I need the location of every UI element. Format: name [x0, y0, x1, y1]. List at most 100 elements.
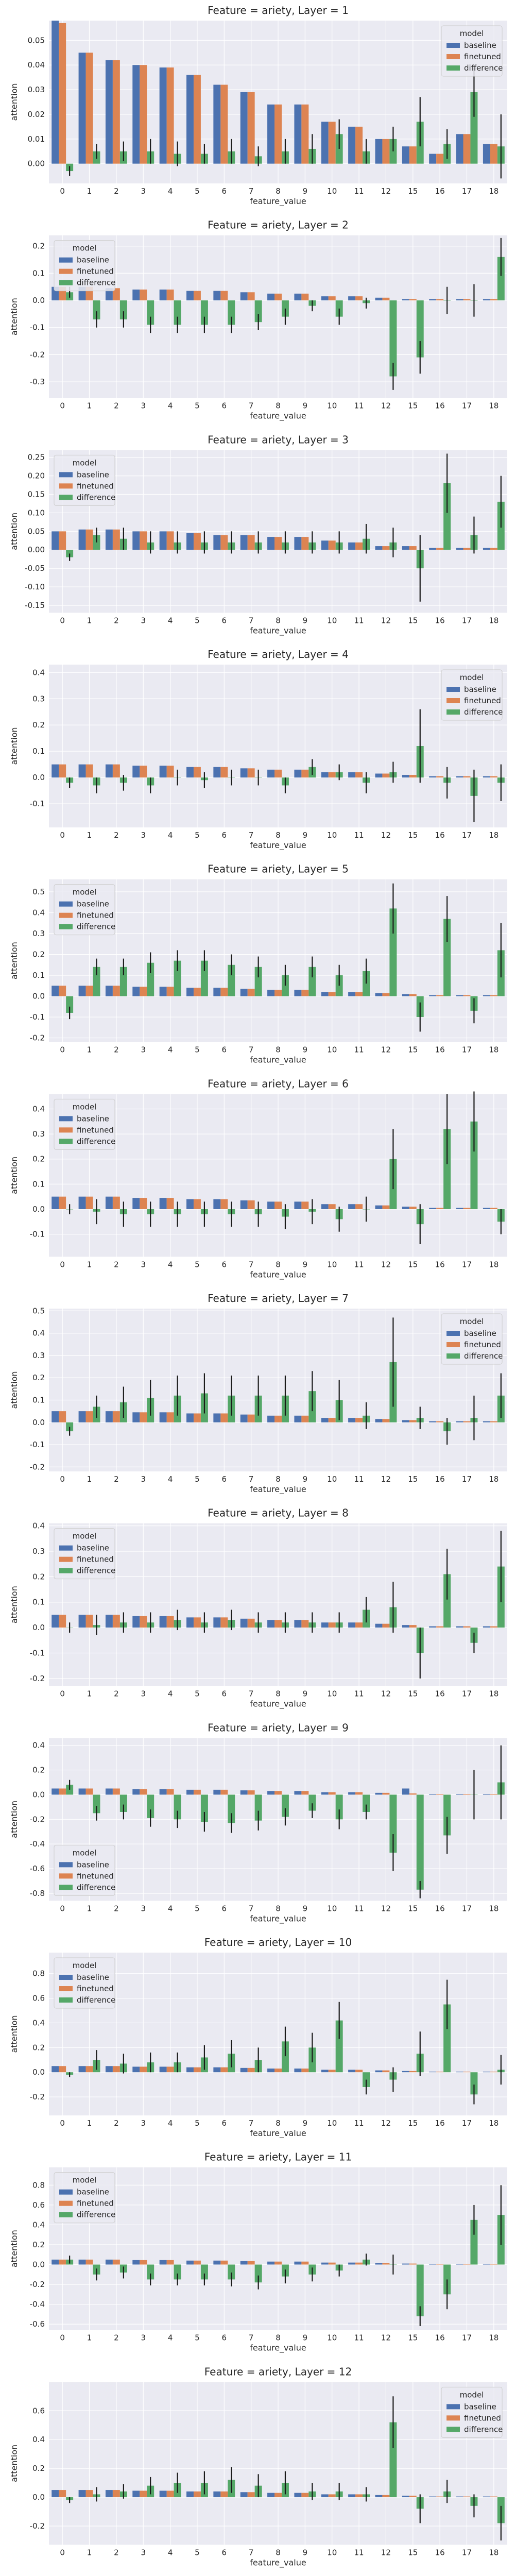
bar-baseline-9 [294, 1791, 302, 1795]
bar-finetuned-18 [490, 995, 497, 996]
bar-finetuned-5 [193, 533, 201, 550]
chart-panel-4: Feature = ariety, Layer = 4 -0.1 0.0 0.1 0.2… [9, 648, 507, 851]
x-tick-label: 8 [276, 2548, 281, 2557]
bar-baseline-3 [132, 1616, 140, 1628]
x-tick-label: 8 [276, 2119, 281, 2128]
bar-baseline-10 [321, 772, 329, 778]
x-tick-label: 5 [195, 1689, 200, 1699]
bar-baseline-5 [186, 1199, 194, 1209]
bar-finetuned-10 [328, 2070, 336, 2073]
bar-finetuned-11 [355, 2070, 363, 2073]
x-tick-label: 12 [381, 1904, 391, 1913]
bar-finetuned-15 [409, 994, 417, 996]
bar-baseline-16 [429, 154, 437, 164]
x-tick-label: 8 [276, 2333, 281, 2343]
bar-baseline-18 [483, 2264, 490, 2265]
y-tick-label: 0.00 [28, 545, 45, 554]
bar-baseline-4 [159, 1616, 167, 1628]
bar-finetuned-9 [301, 2493, 309, 2498]
y-axis-label: attention [9, 1586, 19, 1623]
legend: model baseline finetuned difference [54, 454, 115, 506]
legend-box [54, 240, 115, 292]
chart-panel-8: Feature = ariety, Layer = 8 -0.2 -0.1 0.0 0.… [9, 1507, 507, 1709]
bar-finetuned-16 [436, 154, 444, 164]
bar-baseline-3 [132, 2490, 140, 2498]
bar-finetuned-17 [463, 134, 471, 164]
bar-difference-0 [66, 996, 74, 1013]
x-tick-label: 12 [381, 831, 391, 840]
bar-finetuned-17 [463, 1421, 471, 1422]
bar-finetuned-8 [274, 990, 282, 996]
legend-swatch-difference [59, 1997, 73, 2003]
y-tick-label: 0.8 [32, 2180, 45, 2190]
bar-finetuned-7 [247, 1790, 255, 1795]
y-tick-label: 0.05 [28, 527, 45, 536]
bar-finetuned-8 [274, 2261, 282, 2265]
bar-difference-5 [200, 960, 208, 996]
bar-finetuned-5 [193, 2491, 201, 2498]
bar-baseline-15 [402, 1207, 409, 1209]
bar-finetuned-6 [220, 1789, 228, 1795]
bar-finetuned-4 [166, 766, 174, 778]
x-tick-label: 10 [327, 1689, 337, 1699]
bar-finetuned-7 [247, 2492, 255, 2498]
legend-title: model [73, 888, 97, 897]
bar-baseline-17 [456, 1421, 464, 1422]
bar-baseline-2 [105, 2259, 113, 2265]
legend-label-finetuned: finetuned [77, 1125, 114, 1134]
bar-finetuned-10 [328, 1622, 336, 1628]
bar-finetuned-1 [85, 2259, 93, 2265]
legend-swatch-difference [447, 709, 460, 715]
bar-difference-4 [174, 300, 181, 325]
bar-finetuned-0 [59, 1196, 66, 1209]
bar-baseline-8 [267, 990, 275, 996]
bar-baseline-0 [52, 986, 59, 996]
x-tick-label: 1 [87, 2333, 92, 2343]
legend: model baseline finetuned difference [54, 1957, 115, 2009]
bar-baseline-9 [294, 1415, 302, 1422]
x-tick-label: 17 [462, 401, 472, 411]
legend-label-baseline: baseline [77, 1860, 109, 1869]
x-tick-label: 7 [249, 1904, 254, 1913]
bar-baseline-9 [294, 990, 302, 996]
bar-baseline-10 [321, 992, 329, 996]
bar-finetuned-12 [382, 1792, 390, 1795]
bar-baseline-10 [321, 540, 329, 550]
legend-box [441, 2386, 503, 2438]
x-tick-label: 0 [60, 1904, 65, 1913]
y-tick-label: 0.25 [28, 453, 45, 462]
bar-difference-6 [228, 300, 235, 325]
x-tick-label: 0 [60, 2548, 65, 2557]
bar-difference-10 [335, 1794, 343, 1820]
bar-baseline-15 [402, 1625, 409, 1628]
legend: model baseline finetuned difference [54, 1844, 115, 1896]
bar-finetuned-3 [140, 531, 147, 550]
x-tick-label: 15 [408, 1904, 418, 1913]
bar-difference-15 [416, 2264, 424, 2316]
legend-label-baseline: baseline [77, 1544, 109, 1553]
x-axis-label: feature_value [250, 2557, 306, 2568]
bar-baseline-18 [483, 1421, 490, 1422]
x-tick-label: 2 [114, 187, 119, 196]
x-tick-label: 11 [354, 831, 364, 840]
legend-title: model [460, 29, 484, 38]
x-tick-label: 1 [87, 1045, 92, 1055]
bar-finetuned-2 [112, 60, 120, 164]
bar-finetuned-18 [490, 1208, 497, 1209]
x-tick-label: 17 [462, 2119, 472, 2128]
bar-difference-17 [470, 92, 478, 164]
legend-label-finetuned: finetuned [464, 2413, 501, 2422]
x-tick-label: 6 [222, 1689, 227, 1699]
legend-label-baseline: baseline [77, 1973, 109, 1982]
legend-label-difference: difference [464, 63, 503, 73]
x-axis-label: feature_value [250, 1913, 306, 1924]
x-tick-label: 0 [60, 1475, 65, 1484]
bar-baseline-5 [186, 2260, 194, 2265]
bar-baseline-2 [105, 1615, 113, 1628]
bar-baseline-1 [78, 1196, 86, 1209]
bar-finetuned-0 [59, 764, 66, 778]
x-tick-label: 4 [168, 616, 173, 625]
x-tick-label: 0 [60, 831, 65, 840]
bar-baseline-0 [52, 1196, 59, 1209]
